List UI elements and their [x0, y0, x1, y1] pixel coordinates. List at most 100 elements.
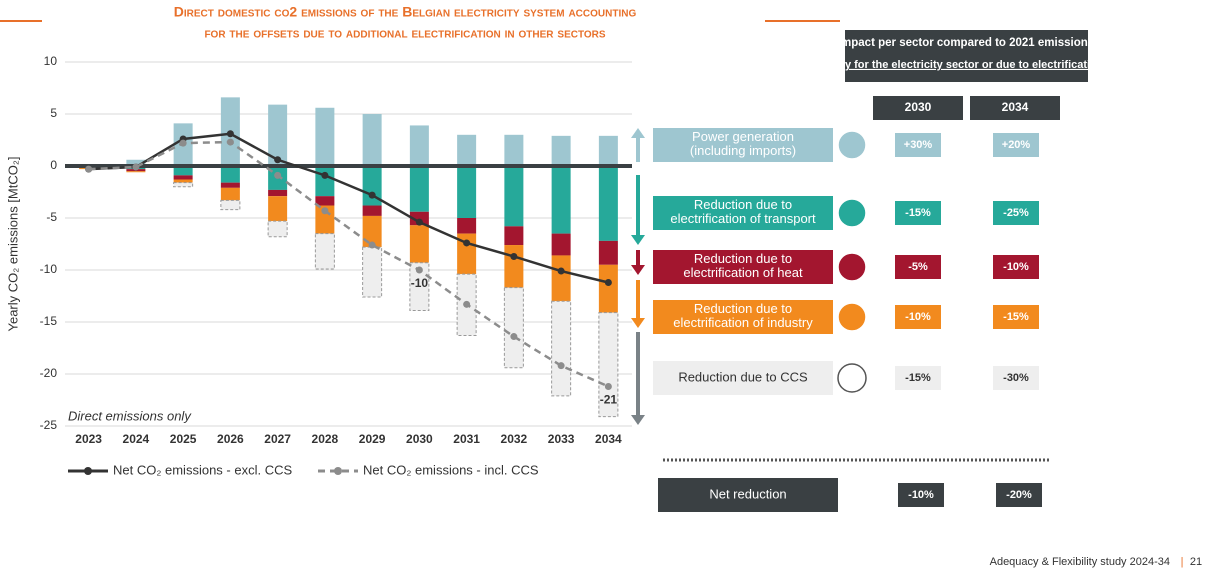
column-header: 2034	[1002, 100, 1029, 114]
line-point	[557, 362, 565, 370]
x-tick-label: 2030	[406, 432, 433, 446]
bar-segment	[598, 312, 619, 418]
net-value: -20%	[1006, 489, 1032, 501]
bar-segment	[315, 205, 335, 234]
arrow-head	[631, 235, 645, 245]
x-tick-label: 2029	[359, 432, 386, 446]
bar-segment	[598, 240, 618, 265]
panel-heading: Impact per sector compared to 2021 emiss…	[838, 37, 1094, 49]
bar-segment	[504, 245, 524, 288]
page-number: 21	[1190, 556, 1202, 568]
impact-value: -30%	[1003, 372, 1029, 384]
legend-label: Net CO₂ emissions - incl. CCS	[363, 462, 539, 477]
bar-segment	[551, 300, 572, 397]
bar-segment	[457, 218, 477, 234]
sector-box	[653, 250, 833, 284]
x-tick-label: 2026	[217, 432, 244, 446]
bar-segment	[220, 182, 240, 188]
bar-segment	[504, 226, 524, 246]
impact-value: -15%	[905, 372, 931, 384]
bar-segment	[457, 134, 477, 166]
bar-segment	[598, 264, 618, 313]
line-point	[226, 130, 234, 138]
arrow-head	[631, 318, 645, 328]
sector-icon	[837, 130, 867, 160]
net-label: Net reduction	[709, 486, 786, 501]
impact-value: -15%	[905, 207, 931, 219]
x-tick-label: 2033	[548, 432, 575, 446]
line-point	[510, 252, 518, 260]
line-point	[274, 156, 282, 164]
sector-icon	[837, 252, 867, 282]
x-tick-label: 2031	[453, 432, 480, 446]
x-tick-label: 2032	[501, 432, 528, 446]
net-value-box	[996, 483, 1042, 507]
bar-segment	[362, 114, 382, 166]
impact-box	[993, 201, 1039, 225]
net-value-box	[898, 483, 944, 507]
bar-segment	[268, 189, 288, 197]
line-point	[226, 138, 234, 146]
bar-segment	[551, 135, 571, 166]
chart-title: for the offsets due to additional electr…	[204, 25, 605, 41]
bar-segment	[315, 107, 335, 166]
bar-segment	[409, 125, 429, 166]
sector-icon	[837, 363, 867, 393]
y-tick-label: -20	[40, 366, 58, 380]
impact-value: -5%	[908, 261, 928, 273]
line-point	[463, 300, 471, 308]
column-header-box	[873, 96, 963, 120]
bar-segment	[362, 205, 382, 216]
impact-box	[895, 366, 941, 390]
y-tick-label: -5	[46, 210, 57, 224]
bar-segment	[267, 220, 288, 238]
bar-segment	[409, 211, 429, 226]
line-point	[463, 239, 471, 247]
bar-segment	[598, 135, 618, 166]
x-tick-label: 2025	[170, 432, 197, 446]
annotation: Direct emissions only	[68, 408, 192, 423]
y-axis-label: Yearly CO₂ emissions [MtCO₂]	[5, 156, 20, 331]
impact-value: +30%	[904, 139, 933, 151]
bar-segment	[598, 166, 618, 241]
sector-label: Reduction due to electrification of indus…	[673, 301, 813, 330]
impact-box	[895, 133, 941, 157]
bar-segment	[220, 166, 240, 183]
bar-segment	[315, 196, 335, 206]
impact-box	[993, 305, 1039, 329]
sector-icon	[837, 198, 867, 228]
net-box	[658, 478, 838, 512]
impact-value: +20%	[1002, 139, 1031, 151]
impact-box	[993, 366, 1039, 390]
footer-text: Adequacy & Flexibility study 2024-34	[990, 556, 1170, 568]
bar-segment	[173, 166, 193, 176]
line-point	[274, 171, 282, 179]
y-tick-label: -15	[40, 314, 58, 328]
line-point	[415, 266, 423, 274]
sector-icon	[837, 302, 867, 332]
x-tick-label: 2034	[595, 432, 622, 446]
bar-segment	[268, 104, 288, 166]
value-label: -10	[411, 276, 429, 290]
arrow-head	[631, 128, 645, 138]
bar-segment	[362, 215, 382, 248]
bar-segment	[173, 175, 193, 180]
bar-segment	[551, 255, 571, 302]
legend-dot	[84, 467, 92, 475]
impact-value: -15%	[1003, 311, 1029, 323]
line-point	[368, 241, 376, 249]
bar-segment	[457, 166, 477, 218]
x-tick-label: 2023	[75, 432, 102, 446]
bar-segment	[173, 179, 193, 183]
line-point	[604, 382, 612, 390]
line-point	[179, 139, 187, 147]
footer-separator: |	[1181, 556, 1184, 568]
legend-dot	[334, 467, 342, 475]
impact-box	[895, 255, 941, 279]
bar-segment	[551, 233, 571, 256]
bar-segment	[314, 233, 335, 270]
legend-label: Net CO₂ emissions - excl. CCS	[113, 462, 292, 477]
bar-segment	[220, 187, 240, 201]
bar-segment	[126, 171, 146, 173]
